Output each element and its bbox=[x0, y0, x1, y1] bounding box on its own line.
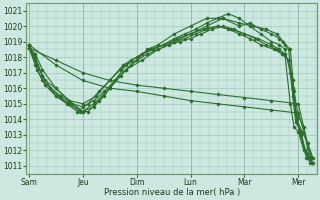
X-axis label: Pression niveau de la mer( hPa ): Pression niveau de la mer( hPa ) bbox=[104, 188, 240, 197]
